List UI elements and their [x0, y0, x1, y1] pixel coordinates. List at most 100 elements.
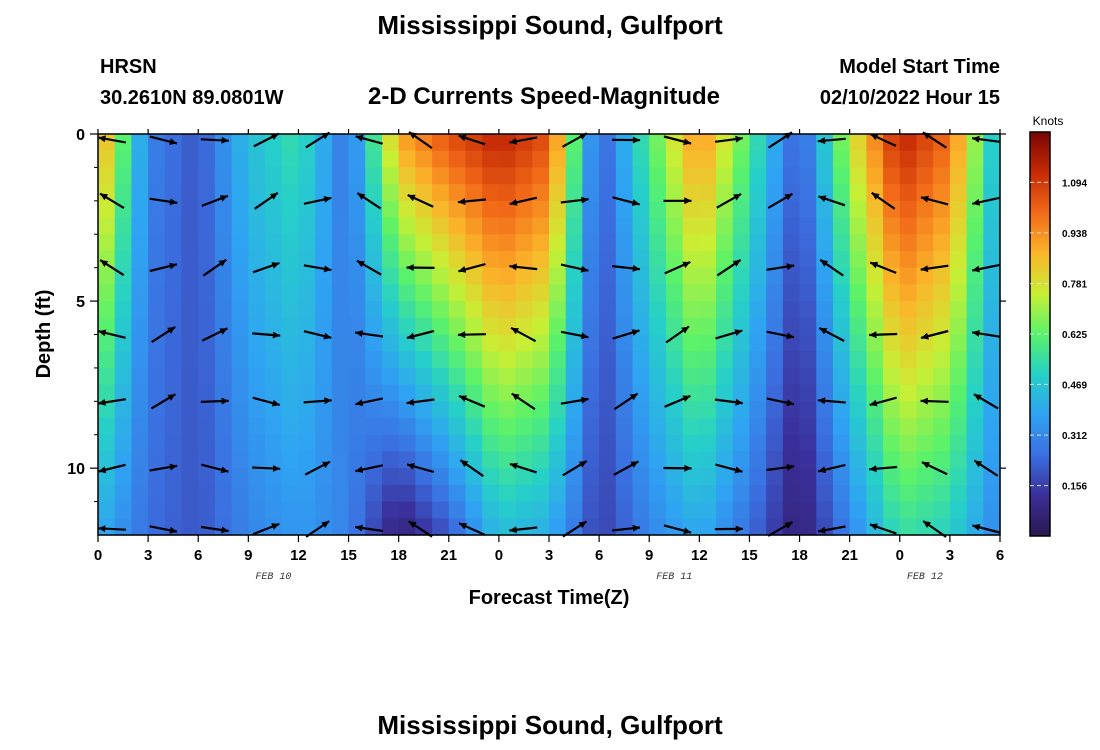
heatmap-cell — [766, 484, 784, 503]
heatmap-cell — [432, 250, 450, 269]
x-tick-label: 6 — [595, 547, 603, 564]
heatmap-cell — [432, 217, 450, 235]
heatmap-cell — [231, 351, 249, 369]
heatmap-cell — [749, 334, 767, 352]
heatmap-cell — [498, 401, 517, 419]
heatmap-cell — [98, 518, 116, 536]
heatmap-cell — [114, 468, 132, 486]
heatmap-cell — [949, 250, 968, 269]
heatmap-cell — [632, 451, 650, 469]
model-start-label: Model Start Time — [839, 56, 1000, 78]
heatmap-cell — [498, 200, 517, 219]
heatmap-cell — [315, 217, 333, 235]
current-arrow — [817, 463, 846, 474]
heatmap-cell — [315, 234, 333, 252]
heatmap-cell — [365, 518, 383, 536]
heatmap-cell — [381, 150, 400, 169]
heatmap-cell — [749, 134, 767, 152]
heatmap-cell — [949, 234, 968, 252]
current-arrow — [355, 397, 384, 407]
heatmap-cell — [565, 434, 583, 453]
heatmap-cell — [298, 334, 316, 352]
heatmap-cell — [515, 267, 533, 285]
heatmap-cell — [949, 334, 968, 352]
heatmap-cell — [699, 167, 717, 185]
heatmap-cell — [432, 418, 450, 436]
heatmap-cell — [198, 317, 216, 336]
current-arrow — [869, 396, 897, 407]
current-arrow — [766, 463, 795, 472]
heatmap-cell — [432, 200, 450, 219]
heatmap-cell — [398, 317, 416, 336]
heatmap-cell — [348, 184, 366, 202]
heatmap-cell — [565, 301, 583, 319]
heatmap-cell — [198, 434, 216, 453]
heatmap-cell — [649, 434, 667, 453]
heatmap-cell — [448, 301, 467, 319]
heatmap-cell — [749, 250, 767, 269]
x-tick-label: 21 — [841, 547, 858, 564]
heatmap-cell — [749, 468, 767, 486]
heatmap-cell — [181, 468, 199, 486]
heatmap-cell — [331, 301, 350, 319]
heatmap-cell — [649, 468, 667, 486]
heatmap-cell — [231, 284, 249, 302]
heatmap-cell — [933, 451, 951, 469]
heatmap-cell — [632, 367, 650, 386]
heatmap-cell — [599, 451, 617, 469]
current-arrow — [200, 525, 229, 534]
heatmap-cells — [98, 134, 1001, 536]
heatmap-cell — [832, 384, 851, 402]
heatmap-cell — [432, 317, 450, 336]
heatmap-cell — [966, 484, 984, 503]
heatmap-cell — [181, 234, 199, 252]
heatmap-cell — [649, 234, 667, 252]
heatmap-cell — [766, 468, 784, 486]
heatmap-cell — [231, 250, 249, 269]
current-arrow — [973, 459, 999, 477]
colorbar-tick-label: 0.625 — [1062, 330, 1087, 341]
x-tick-label: 3 — [144, 547, 152, 564]
heatmap-cell — [582, 217, 600, 235]
heatmap-cell — [164, 367, 183, 386]
heatmap-cell — [549, 401, 567, 419]
heatmap-cell — [198, 401, 216, 419]
heatmap-cell — [164, 184, 183, 202]
heatmap-cell — [164, 401, 183, 419]
heatmap-cell — [599, 150, 617, 169]
heatmap-cell — [532, 134, 550, 152]
heatmap-cell — [315, 351, 333, 369]
heatmap-cell — [381, 167, 400, 185]
heatmap-cell — [248, 367, 266, 386]
heatmap-cell — [114, 367, 132, 386]
heatmap-cell — [916, 451, 934, 469]
heatmap-cell — [699, 134, 717, 152]
heatmap-cell — [782, 351, 801, 369]
heatmap-cell — [331, 167, 350, 185]
current-arrow — [99, 259, 125, 277]
heatmap-cell — [381, 267, 400, 285]
heatmap-cell — [515, 250, 533, 269]
heatmap-cell — [649, 250, 667, 269]
heatmap-cell — [114, 384, 132, 402]
current-arrow — [716, 192, 742, 209]
heatmap-cell — [665, 401, 684, 419]
heatmap-cell — [766, 250, 784, 269]
current-arrow — [869, 465, 898, 473]
heatmap-cell — [916, 250, 934, 269]
heatmap-cell — [649, 401, 667, 419]
heatmap-cell — [248, 451, 266, 469]
heatmap-cell — [866, 351, 884, 369]
heatmap-cell — [732, 150, 751, 169]
heatmap-cell — [732, 484, 751, 503]
heatmap-cell — [849, 301, 867, 319]
heatmap-cell — [565, 367, 583, 386]
heatmap-cell — [298, 134, 316, 152]
heatmap-cell — [331, 468, 350, 486]
heatmap-cell — [265, 367, 283, 386]
heatmap-cell — [599, 167, 617, 185]
heatmap-cell — [866, 334, 884, 352]
heatmap-cell — [716, 401, 734, 419]
heatmap-cell — [432, 150, 450, 169]
heatmap-cell — [148, 284, 166, 302]
